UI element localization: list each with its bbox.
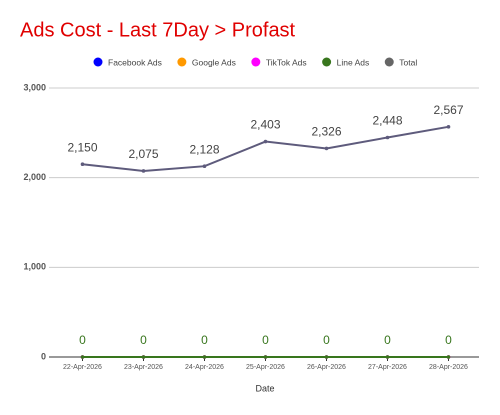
legend-marker [384,57,394,67]
data-label: 2,403 [250,118,280,132]
x-axis-title: Date [255,383,274,393]
data-label: 2,128 [189,142,219,156]
data-point [141,169,146,173]
x-tick-label: 28-Apr-2026 [429,364,468,371]
data-point [324,146,329,151]
legend-label: Google Ads [192,57,236,67]
data-label: 0 [140,333,147,347]
data-point [141,355,146,359]
data-point [446,355,451,359]
data-point [263,355,268,359]
data-label: 0 [445,333,452,347]
data-label: 0 [323,333,330,347]
data-point [202,355,207,359]
data-point [385,355,390,359]
data-point [324,355,329,359]
data-label: 0 [262,333,269,347]
data-label: 0 [79,333,86,347]
y-tick-label: 1,000 [23,262,46,272]
legend-marker [322,57,332,67]
x-tick-label: 24-Apr-2026 [185,364,224,371]
data-label: 2,448 [372,114,402,128]
data-label: 2,075 [128,147,158,161]
data-label: 2,326 [311,125,341,139]
y-tick-label: 2,000 [23,172,46,182]
chart-title: Ads Cost - Last 7Day > Profast [20,19,296,41]
legend-label: Facebook Ads [108,57,162,67]
x-tick-label: 25-Apr-2026 [246,364,285,371]
legend-label: Line Ads [337,57,370,67]
data-label: 0 [384,333,391,347]
x-tick-label: 23-Apr-2026 [124,364,163,371]
y-tick-label: 0 [41,351,46,361]
y-tick-label: 3,000 [23,82,46,92]
data-point [263,139,268,144]
x-tick-label: 27-Apr-2026 [368,364,407,371]
legend-label: TikTok Ads [266,57,307,67]
data-label: 2,567 [433,103,463,117]
x-tick-label: 22-Apr-2026 [63,364,102,371]
data-label: 0 [201,333,208,347]
legend-marker [93,57,103,67]
legend-marker [251,57,261,67]
legend-marker [177,57,187,67]
data-point [385,135,390,140]
data-point [80,355,85,359]
data-point [80,162,85,167]
data-label: 2,150 [67,140,97,154]
data-point [446,125,451,129]
data-point [202,164,207,168]
legend-label: Total [399,57,417,67]
x-tick-label: 26-Apr-2026 [307,364,346,371]
